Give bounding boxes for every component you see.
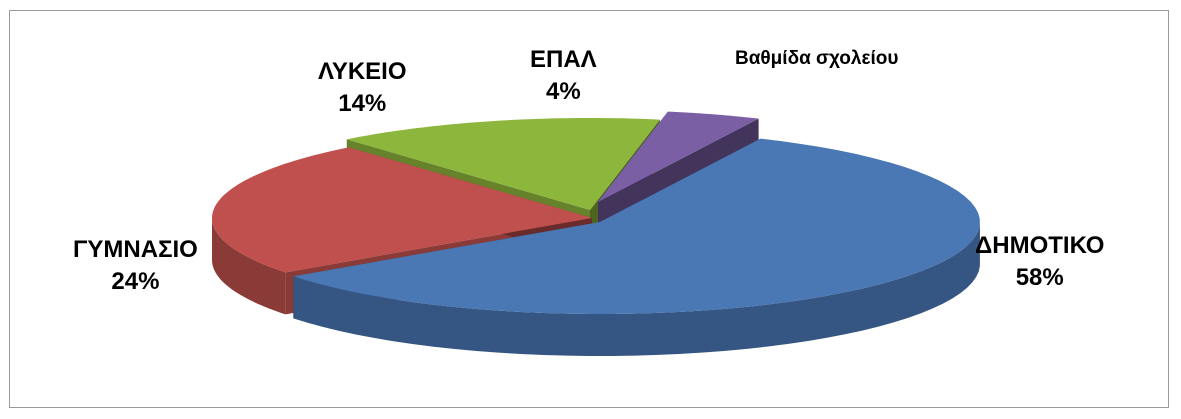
label-dimotiko: ΔΗΜΟΤΙΚΟ 58% <box>975 230 1104 294</box>
slice-rim <box>212 218 286 315</box>
chart-title: Βαθμίδα σχολείου <box>735 48 899 69</box>
slice-rim <box>293 223 980 356</box>
category-label: ΔΗΜΟΤΙΚΟ <box>975 232 1105 259</box>
value-label: 4% <box>546 78 581 105</box>
value-label: 58% <box>1015 264 1064 291</box>
category-label: ΛΥΚΕΙΟ <box>318 58 407 85</box>
label-lykeio: ΛΥΚΕΙΟ 14% <box>318 56 407 120</box>
slice-top <box>293 138 980 314</box>
slice-top <box>598 111 759 202</box>
label-epal: ΕΠΑΛ 4% <box>530 44 597 108</box>
slice-top <box>212 147 592 273</box>
pie-slice-0 <box>293 138 980 356</box>
category-label: ΓΥΜΝΑΣΙΟ <box>73 236 198 263</box>
slice-top <box>346 118 660 210</box>
category-label: ΕΠΑΛ <box>530 46 597 73</box>
value-label: 14% <box>338 90 387 117</box>
label-gymnasio: ΓΥΜΝΑΣΙΟ 24% <box>73 234 198 298</box>
value-label: 24% <box>111 268 160 295</box>
